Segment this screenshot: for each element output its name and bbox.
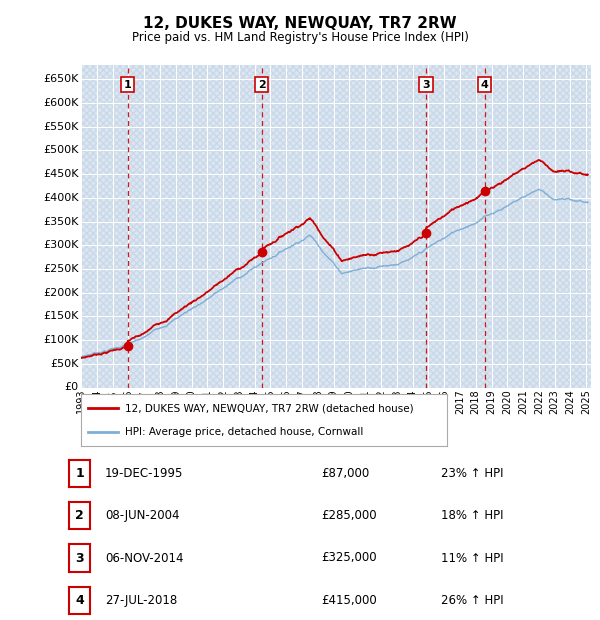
Text: £450K: £450K	[43, 169, 79, 179]
Text: £250K: £250K	[43, 264, 79, 274]
Text: HPI: Average price, detached house, Cornwall: HPI: Average price, detached house, Corn…	[125, 427, 363, 436]
Text: 12, DUKES WAY, NEWQUAY, TR7 2RW: 12, DUKES WAY, NEWQUAY, TR7 2RW	[143, 16, 457, 30]
Text: 1: 1	[75, 467, 84, 480]
Text: 2: 2	[258, 79, 266, 90]
Text: 12, DUKES WAY, NEWQUAY, TR7 2RW (detached house): 12, DUKES WAY, NEWQUAY, TR7 2RW (detache…	[125, 404, 413, 414]
Text: £415,000: £415,000	[321, 594, 377, 606]
Text: 19-DEC-1995: 19-DEC-1995	[105, 467, 184, 480]
Text: 27-JUL-2018: 27-JUL-2018	[105, 594, 177, 606]
Text: £100K: £100K	[43, 335, 79, 345]
Text: 18% ↑ HPI: 18% ↑ HPI	[441, 510, 503, 522]
Text: 26% ↑ HPI: 26% ↑ HPI	[441, 594, 503, 606]
Text: £550K: £550K	[43, 122, 79, 131]
Text: 1: 1	[124, 79, 131, 90]
Text: £325,000: £325,000	[321, 552, 377, 564]
Text: 23% ↑ HPI: 23% ↑ HPI	[441, 467, 503, 480]
Text: £350K: £350K	[43, 216, 79, 226]
Text: £300K: £300K	[43, 241, 79, 250]
Text: 4: 4	[75, 594, 84, 606]
Text: £285,000: £285,000	[321, 510, 377, 522]
Text: 4: 4	[481, 79, 488, 90]
Text: 2: 2	[75, 510, 84, 522]
Text: 11% ↑ HPI: 11% ↑ HPI	[441, 552, 503, 564]
Text: £500K: £500K	[43, 146, 79, 156]
Text: £150K: £150K	[43, 311, 79, 321]
Text: 3: 3	[75, 552, 84, 564]
Text: 3: 3	[422, 79, 430, 90]
Text: £0: £0	[64, 383, 79, 392]
Text: £600K: £600K	[43, 98, 79, 108]
Text: 08-JUN-2004: 08-JUN-2004	[105, 510, 179, 522]
Text: £200K: £200K	[43, 288, 79, 298]
Text: £87,000: £87,000	[321, 467, 369, 480]
Text: £50K: £50K	[50, 359, 79, 369]
Text: 06-NOV-2014: 06-NOV-2014	[105, 552, 184, 564]
Text: £650K: £650K	[43, 74, 79, 84]
Text: £400K: £400K	[43, 193, 79, 203]
Text: Price paid vs. HM Land Registry's House Price Index (HPI): Price paid vs. HM Land Registry's House …	[131, 31, 469, 44]
